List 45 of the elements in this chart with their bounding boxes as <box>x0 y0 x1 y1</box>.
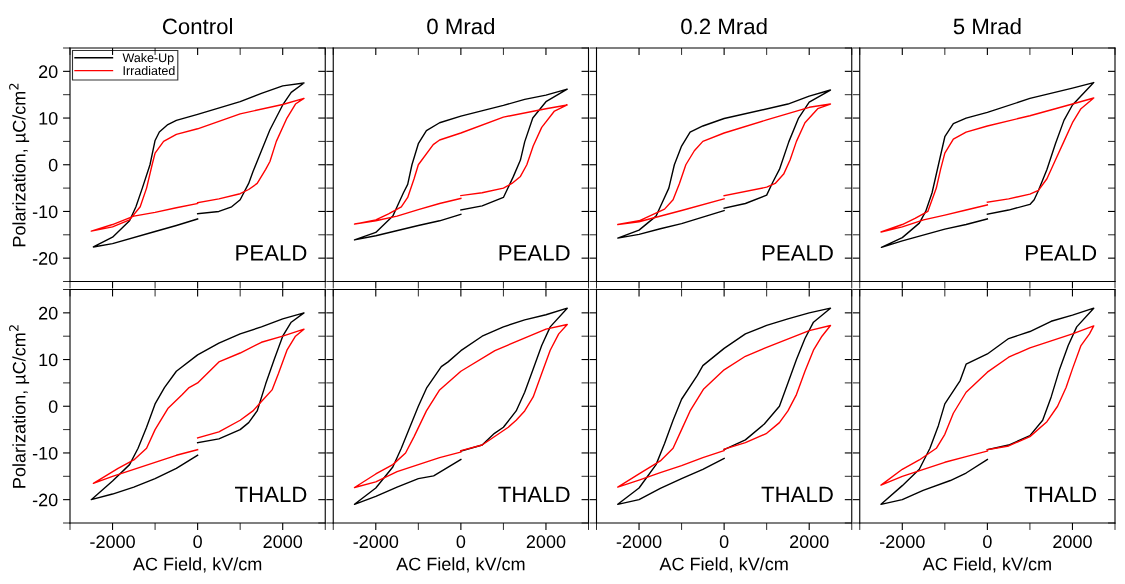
y-tick-label: 20 <box>39 306 58 320</box>
y-tick-label: -20 <box>32 252 58 265</box>
annotation: THALD <box>235 486 307 503</box>
x-axis-title: AC Field, kV/cm <box>922 557 1051 573</box>
x-tick-label: 0 <box>456 535 466 549</box>
x-tick-label: 0 <box>719 535 729 549</box>
chart-title: 0 Mrad <box>427 18 495 35</box>
legend-label: Wake-Up <box>122 53 174 65</box>
line-series <box>90 97 305 232</box>
x-tick-label: 2000 <box>526 535 566 549</box>
chart-title: Control <box>162 18 232 35</box>
x-tick-label: 2000 <box>1053 535 1092 549</box>
y-tick-label: 10 <box>39 111 58 125</box>
legend-label: Irradiated <box>123 65 175 76</box>
x-tick-label: -2000 <box>90 535 135 549</box>
x-axis-title: AC Field, kV/cm <box>132 557 262 573</box>
y-axis-title: Polarization, µC/cm$^{2}$ <box>9 83 30 247</box>
y-tick-label: 0 <box>48 158 58 172</box>
x-axis-title: AC Field, kV/cm <box>659 557 788 573</box>
line-series <box>92 328 305 484</box>
y-tick-label: -10 <box>32 446 58 460</box>
y-axis-title: Polarization, µC/cm$^{2}$ <box>9 325 30 488</box>
annotation: PEALD <box>762 245 833 261</box>
x-tick-label: 2000 <box>263 535 303 549</box>
y-tick-label: 20 <box>39 65 58 79</box>
annotation: THALD <box>1024 486 1097 503</box>
annotation: PEALD <box>1026 245 1097 261</box>
annotation: PEALD <box>236 245 307 261</box>
x-axis-title: AC Field, kV/cm <box>396 557 525 573</box>
chart-title: 0.2 Mrad <box>681 18 767 35</box>
y-tick-label: -10 <box>32 205 58 219</box>
y-tick-label: -20 <box>32 493 58 507</box>
x-tick-label: 0 <box>983 535 992 549</box>
y-tick-label: 0 <box>48 400 58 413</box>
x-tick-label: 0 <box>193 535 202 549</box>
annotation: THALD <box>761 486 833 503</box>
x-tick-label: -2000 <box>880 535 925 549</box>
chart-title: 5 Mrad <box>953 18 1021 35</box>
annotation: PEALD <box>499 245 570 261</box>
x-tick-label: -2000 <box>353 535 399 549</box>
x-tick-label: -2000 <box>616 535 662 549</box>
x-tick-label: 2000 <box>790 535 829 549</box>
line-series <box>90 312 305 501</box>
annotation: THALD <box>498 486 570 503</box>
y-tick-label: 10 <box>39 353 58 367</box>
